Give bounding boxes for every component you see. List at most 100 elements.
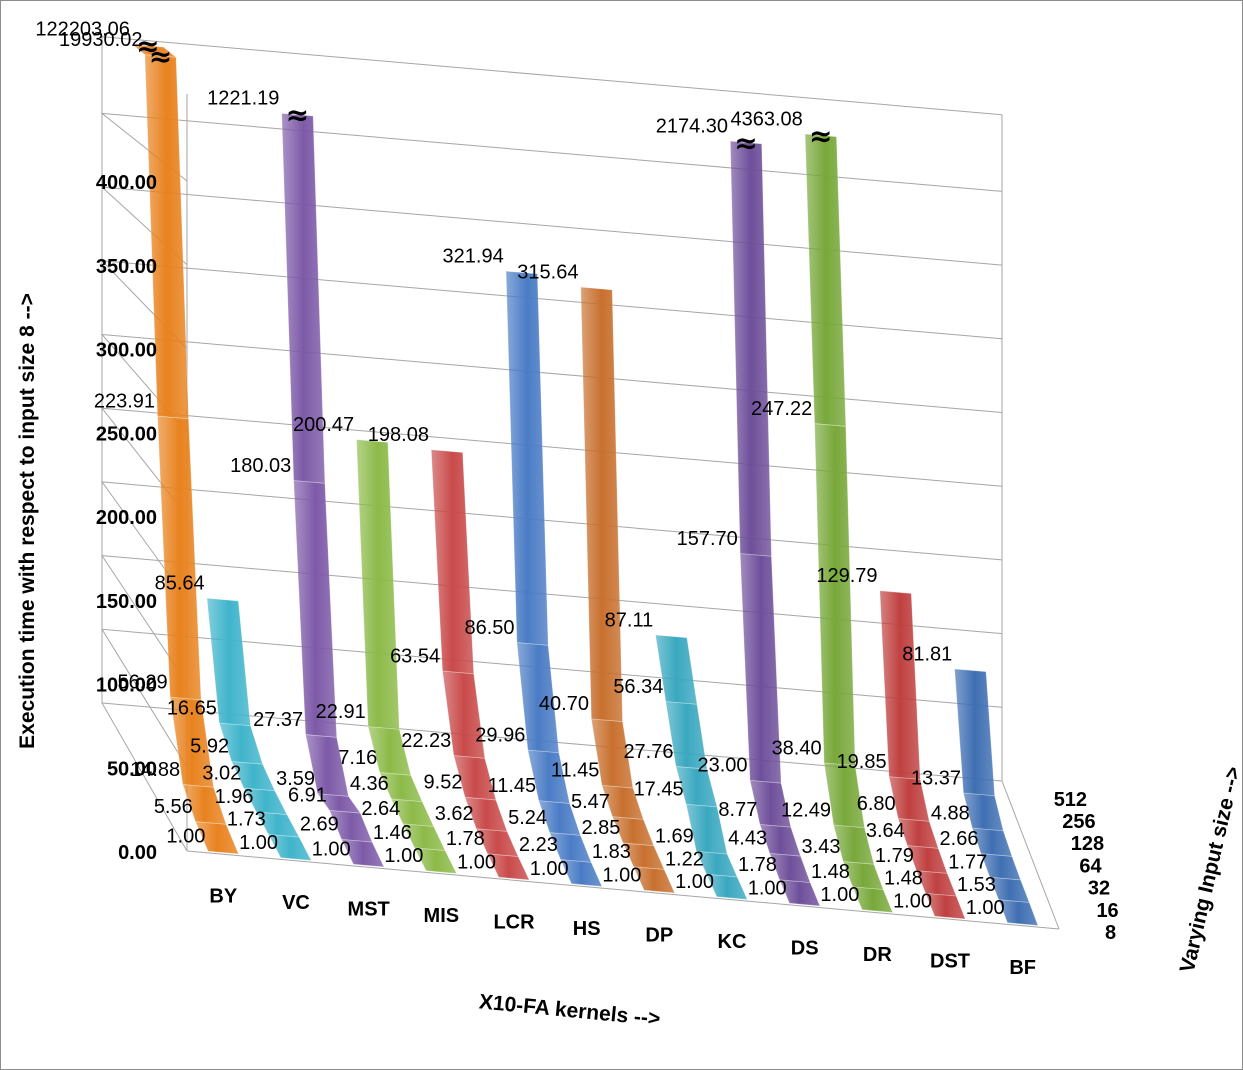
data-label-kc: 27.76: [623, 741, 673, 763]
data-label-bf: 1.53: [957, 874, 996, 896]
data-label-dst: 1.48: [884, 868, 923, 890]
data-label-dst: 1.00: [893, 891, 932, 913]
series-ribbon-mis: [356, 439, 458, 874]
series-ribbon-bf: [954, 668, 1039, 926]
data-label-dr: 12.49: [781, 799, 831, 821]
data-label-lcr: 1.00: [457, 852, 496, 874]
series-ribbon-dr: [804, 133, 894, 913]
data-label-dst: 19.85: [837, 751, 887, 773]
ribbon-segment: [293, 480, 338, 738]
data-label-dr: 1.48: [811, 861, 850, 883]
data-label-mst: 1.00: [312, 839, 351, 861]
ribbon-segment: [729, 140, 772, 557]
data-label-kc: 56.34: [613, 676, 663, 698]
data-label-kc: 17.45: [634, 778, 684, 800]
ribbon-segment: [814, 423, 856, 767]
data-label-vc: 85.64: [155, 573, 205, 595]
y-tick-label: 50.00: [107, 758, 157, 780]
data-label-vc: 1.00: [239, 832, 278, 854]
data-label-dp: 1.83: [592, 841, 631, 863]
data-label-vc: 16.65: [167, 697, 217, 719]
data-label-dp: 5.47: [571, 791, 610, 813]
ribbon-segment: [804, 133, 847, 427]
data-label-hs: 5.24: [508, 807, 547, 829]
data-label-ds: 8.77: [718, 799, 757, 821]
z-axis-title: Varying Input size -->: [1176, 764, 1242, 974]
ribbon-segment: [430, 449, 475, 675]
data-label-dst: 1.79: [875, 845, 914, 867]
data-label-lcr: 22.23: [401, 730, 451, 752]
wall-edge: [101, 36, 1003, 116]
data-label-mis: 2.64: [361, 798, 400, 820]
data-label-dp: 2.85: [581, 817, 620, 839]
data-label-mis: 4.36: [350, 773, 389, 795]
data-label-dr: 38.40: [772, 737, 822, 759]
data-label-bf: 81.81: [902, 643, 952, 665]
x-tick-label: BY: [209, 885, 237, 907]
data-label-ds: 157.70: [677, 528, 738, 550]
z-tick-label: 64: [1079, 855, 1102, 877]
data-label-dr: 4363.08: [730, 108, 802, 130]
data-label-mst: 27.37: [253, 709, 303, 731]
ribbon-segment: [954, 668, 996, 797]
ribbon-segment: [130, 43, 178, 58]
data-label-mis: 200.47: [293, 414, 354, 436]
data-label-kc: 1.69: [655, 826, 694, 848]
data-label-vc: 1.73: [227, 809, 266, 831]
data-label-ds: 1.78: [738, 854, 777, 876]
series-ribbon-ds: [729, 140, 821, 907]
data-label-ds: 4.43: [728, 828, 767, 850]
axis-break-symbol: ≈: [136, 30, 159, 63]
x-tick-label: DST: [930, 950, 970, 972]
data-label-kc: 87.11: [605, 609, 654, 631]
series-ribbon-by: [130, 43, 240, 855]
data-label-mis: 7.16: [338, 747, 377, 769]
data-label-dr: 3.43: [802, 836, 841, 858]
z-tick-label: 512: [1054, 789, 1087, 811]
data-label-mst: 180.03: [230, 455, 291, 477]
x-axis-title: X10-FA kernels -->: [478, 990, 661, 1030]
data-label-hs: 86.50: [464, 617, 514, 639]
data-label-mis: 1.00: [384, 845, 423, 867]
data-label-lcr: 9.52: [424, 772, 463, 794]
data-label-dp: 315.64: [517, 261, 578, 283]
data-label-mst: 3.59: [276, 768, 315, 790]
data-label-by: 122203.06: [35, 19, 130, 41]
data-label-hs: 11.45: [488, 775, 537, 797]
data-label-ds: 1.00: [748, 878, 787, 900]
wall-edge: [1001, 780, 1060, 930]
ribbon-segment: [157, 415, 202, 701]
x-tick-label: VC: [282, 892, 310, 914]
y-tick-label: 150.00: [96, 591, 157, 613]
ribbon-segment: [580, 286, 623, 723]
y-tick-label: 200.00: [96, 507, 157, 529]
series-ribbon-hs: [505, 270, 603, 887]
gridline: [100, 333, 1003, 433]
data-label-dp: 11.45: [551, 760, 600, 782]
x-tick-label: KC: [718, 931, 747, 953]
ribbon-segment: [505, 270, 549, 646]
series-ribbon-dp: [580, 286, 676, 894]
series-ribbon-mst: [281, 112, 385, 868]
data-label-by: 5.56: [154, 796, 193, 818]
data-label-mst: 6.91: [288, 785, 327, 807]
y-tick-label: 350.00: [96, 256, 157, 278]
series-ribbon-kc: [655, 634, 748, 900]
data-label-by: 56.29: [118, 671, 168, 693]
data-label-dst: 6.80: [857, 793, 896, 815]
data-label-by: 1.00: [166, 826, 205, 848]
ribbon-segment: [144, 54, 190, 420]
data-label-dr: 247.22: [751, 398, 812, 420]
data-label-by: 223.91: [94, 390, 155, 412]
y-tick-label: 0.00: [118, 842, 157, 864]
data-label-bf: 1.00: [966, 897, 1005, 919]
x-tick-label: DS: [791, 937, 819, 959]
z-tick-label: 32: [1088, 878, 1110, 900]
x-tick-label: DR: [863, 944, 892, 966]
axis-break-symbol: ≈: [809, 119, 832, 152]
series-ribbon-dst: [879, 590, 966, 920]
data-label-kc: 1.00: [675, 871, 714, 893]
axis-ticks: 0.00 50.00 100.00 150.00 200.00 250.00 300.00 3…: [96, 172, 1119, 979]
